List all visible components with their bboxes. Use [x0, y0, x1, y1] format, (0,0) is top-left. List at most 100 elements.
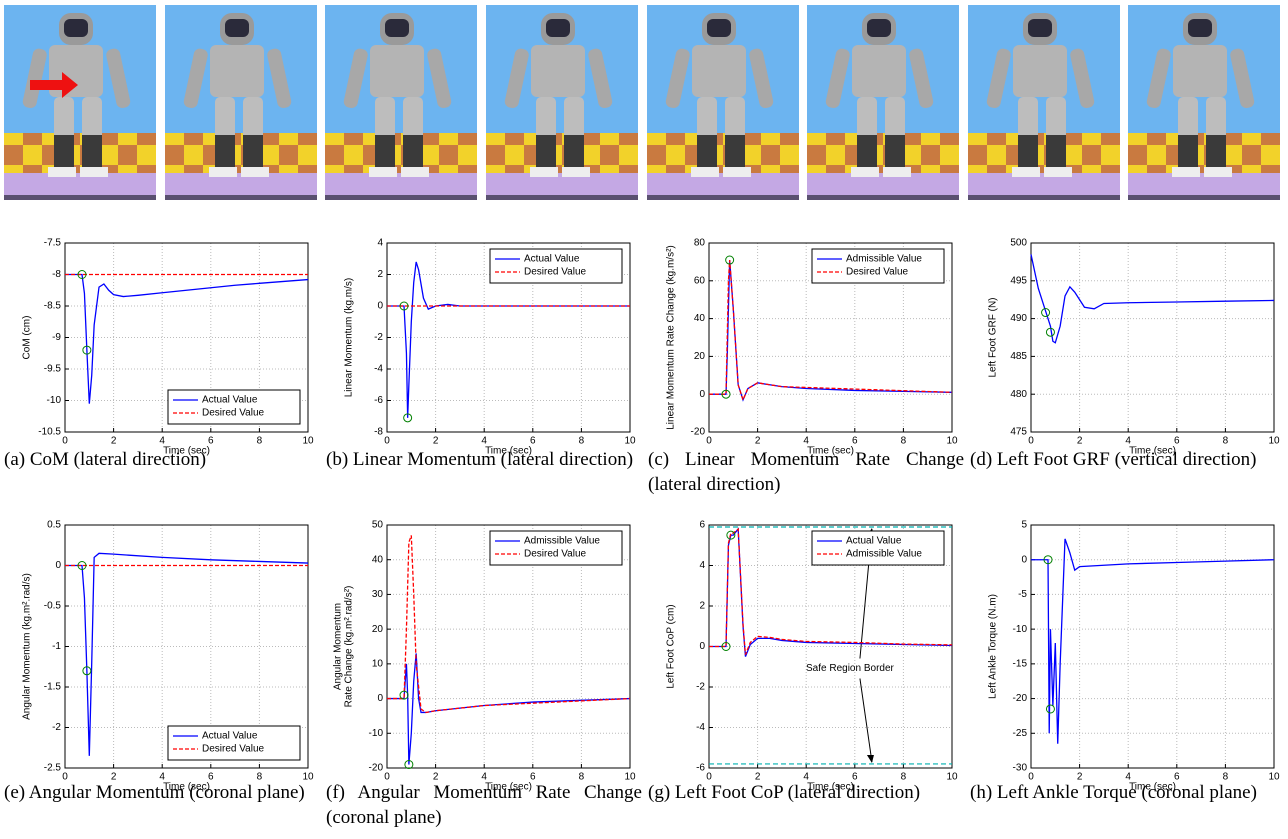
legend-label: Desired Value	[524, 549, 587, 560]
x-tick-label: 4	[1125, 772, 1131, 783]
event-marker	[403, 413, 413, 423]
x-tick-label: 2	[1077, 436, 1083, 447]
x-axis-label: Time (sec)	[163, 782, 210, 793]
x-axis-label: Time (sec)	[163, 446, 210, 457]
x-axis-label: Time (sec)	[485, 446, 532, 457]
y-tick-label: -9	[52, 332, 61, 343]
legend-label: Actual Value	[202, 395, 258, 406]
y-axis-label: Angular Momentum (kg.m².rad/s)	[22, 573, 33, 720]
series-line	[387, 261, 630, 418]
y-tick-label: 480	[1010, 389, 1027, 400]
x-tick-label: 6	[208, 436, 214, 447]
x-tick-label: 8	[257, 772, 263, 783]
y-tick-label: 4	[699, 560, 705, 571]
series-line	[1030, 254, 1275, 344]
y-tick-label: 6	[699, 520, 705, 531]
x-tick-label: 8	[901, 436, 907, 447]
annotation: Safe Region Border	[806, 663, 895, 674]
x-tick-label: 10	[946, 436, 958, 447]
x-tick-label: 0	[384, 772, 390, 783]
legend-box	[489, 530, 623, 566]
y-tick-label: 495	[1010, 275, 1027, 286]
x-tick-label: 10	[302, 436, 314, 447]
series-line	[709, 527, 953, 655]
y-axis-label: Left Foot CoP (cm)	[666, 604, 677, 688]
y-tick-label: -0.5	[44, 601, 62, 612]
legend-label: Desired Value	[846, 267, 909, 278]
event-marker	[82, 345, 92, 355]
y-tick-label: -20	[691, 427, 706, 438]
y-tick-label: 0.5	[47, 520, 61, 531]
y-tick-label: 0	[699, 389, 705, 400]
event-marker	[77, 270, 87, 279]
y-axis-label: Rate Change (kg.m².rad/s²)	[344, 586, 355, 708]
x-tick-label: 0	[706, 772, 712, 783]
x-tick-label: 6	[852, 772, 858, 783]
y-tick-label: -2	[52, 722, 61, 733]
x-tick-label: 4	[159, 772, 165, 783]
series-line	[709, 259, 953, 402]
x-tick-label: 6	[852, 436, 858, 447]
x-tick-label: 0	[1028, 436, 1034, 447]
event-marker	[77, 561, 87, 570]
y-axis-label: Left Ankle Torque (N.m)	[988, 594, 999, 699]
caption: (d) Left Foot GRF (vertical direction)	[970, 449, 1257, 470]
x-tick-label: 2	[433, 772, 439, 783]
x-tick-label: 4	[1125, 436, 1131, 447]
x-tick-label: 2	[755, 772, 761, 783]
x-tick-label: 10	[624, 436, 636, 447]
y-tick-label: 0	[377, 693, 383, 704]
x-tick-label: 4	[159, 436, 165, 447]
y-tick-label: 0	[377, 301, 383, 312]
event-marker	[404, 760, 414, 770]
plot-frame	[708, 242, 953, 433]
y-tick-label: 50	[372, 520, 384, 531]
y-tick-label: -20	[1013, 693, 1028, 704]
snapshot	[968, 5, 1120, 200]
y-tick-label: 500	[1010, 238, 1027, 249]
y-tick-label: -8.5	[44, 301, 62, 312]
legend-label: Admissible Value	[846, 254, 922, 265]
snapshot	[325, 5, 477, 200]
event-marker	[721, 642, 731, 651]
y-tick-label: 490	[1010, 313, 1027, 324]
x-axis-label: Time (sec)	[1129, 782, 1176, 793]
y-tick-label: -10.5	[38, 427, 61, 438]
caption: (a) CoM (lateral direction)	[4, 449, 207, 470]
push-arrow	[30, 72, 78, 98]
event-marker	[1045, 327, 1055, 337]
legend-label: Admissible Value	[524, 536, 600, 547]
caption: (g) Left Foot CoP (lateral direction)	[648, 782, 921, 803]
y-tick-label: -6	[696, 763, 705, 774]
plot-frame	[64, 524, 309, 769]
y-tick-label: -8	[374, 427, 383, 438]
y-tick-label: 10	[372, 658, 384, 669]
x-tick-label: 10	[946, 772, 958, 783]
y-tick-label: 0	[699, 641, 705, 652]
x-tick-label: 0	[706, 436, 712, 447]
legend-box	[489, 248, 623, 284]
y-tick-label: 4	[377, 238, 383, 249]
x-tick-label: 6	[530, 772, 536, 783]
x-axis-label: Time (sec)	[807, 446, 854, 457]
event-marker	[1043, 555, 1053, 565]
plot-frame	[64, 242, 309, 433]
event-marker	[1041, 308, 1051, 318]
y-tick-label: 30	[372, 589, 384, 600]
x-tick-label: 0	[384, 436, 390, 447]
y-tick-label: 40	[694, 313, 706, 324]
series-line	[387, 653, 631, 765]
y-tick-label: -1.5	[44, 682, 62, 693]
y-tick-label: -7.5	[44, 238, 62, 249]
annotation-arrow	[859, 678, 873, 763]
x-tick-label: 2	[111, 772, 117, 783]
y-tick-label: -10	[1013, 624, 1028, 635]
legend-label: Desired Value	[202, 408, 265, 419]
y-tick-label: 0	[1021, 554, 1027, 565]
y-axis-label: Angular Momentum	[333, 603, 344, 690]
y-axis-label: CoM (cm)	[22, 316, 33, 360]
y-tick-label: 0	[55, 560, 61, 571]
x-tick-label: 6	[208, 772, 214, 783]
y-tick-label: -2.5	[44, 763, 62, 774]
